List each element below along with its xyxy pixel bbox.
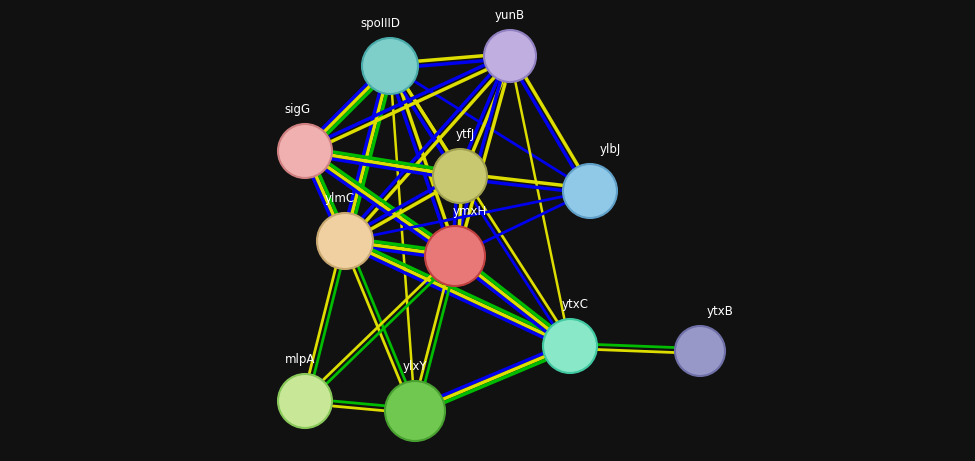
Text: ytxC: ytxC — [562, 298, 589, 311]
Text: sigG: sigG — [284, 103, 310, 116]
Circle shape — [278, 374, 332, 428]
Circle shape — [317, 213, 373, 269]
Text: ytfJ: ytfJ — [455, 128, 475, 141]
Circle shape — [563, 164, 617, 218]
Text: ytxB: ytxB — [707, 305, 733, 318]
Circle shape — [675, 326, 725, 376]
Circle shape — [278, 124, 332, 178]
Text: ylbJ: ylbJ — [600, 143, 621, 156]
Circle shape — [484, 30, 536, 82]
Text: yunB: yunB — [495, 9, 526, 22]
Circle shape — [362, 38, 418, 94]
Text: mlpA: mlpA — [285, 353, 315, 366]
Text: ymxH: ymxH — [452, 205, 488, 218]
Text: ylmC: ylmC — [325, 192, 355, 205]
Circle shape — [543, 319, 597, 373]
Circle shape — [425, 226, 485, 286]
Circle shape — [385, 381, 445, 441]
Text: spoIIID: spoIIID — [360, 17, 400, 30]
Circle shape — [433, 149, 487, 203]
Text: ylxY: ylxY — [403, 360, 427, 373]
